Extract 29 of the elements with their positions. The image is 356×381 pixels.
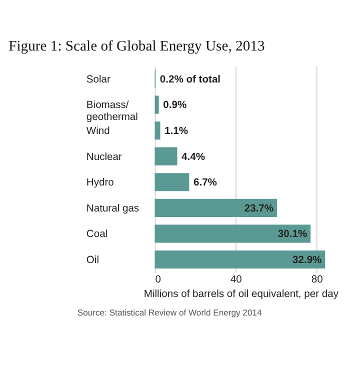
bar (154, 250, 326, 269)
source-note: Source: Statistical Review of World Energy 2014 (77, 307, 262, 318)
annotation: 0.2% of total (160, 74, 221, 86)
bar (154, 173, 190, 192)
bar (154, 147, 178, 166)
annotation: 1.1% (164, 126, 188, 137)
chart-title: Figure 1: Scale of Global Energy Use, 2013 (8, 38, 265, 55)
y-tick-label: Coal (86, 229, 108, 240)
x-tick-label: 80 (311, 274, 324, 286)
bar (154, 198, 277, 217)
annotation: 30.1% (278, 229, 308, 240)
y-tick-label: Natural gas (86, 203, 140, 214)
y-tick-label: Wind (86, 126, 110, 137)
y-tick-label: Biomass/ geothermal (86, 100, 138, 124)
x-axis-title: Millions of barrels of oil equivalent, per day (144, 288, 340, 300)
bar (154, 96, 159, 114)
y-tick-label: Hydro (86, 178, 114, 189)
bar (154, 224, 311, 243)
x-tick-label: 0 (155, 274, 162, 286)
annotation: 23.7% (244, 203, 274, 214)
x-tick-label: 40 (230, 274, 242, 286)
annotation: 0.9% (163, 100, 187, 112)
y-tick-label: Solar (86, 74, 112, 86)
annotation: 4.4% (182, 152, 206, 163)
y-tick-label: Oil (86, 254, 100, 266)
annotation: 32.9% (292, 254, 322, 266)
annotation: 6.7% (193, 178, 217, 189)
bar (154, 122, 160, 140)
y-tick-label: Nuclear (86, 152, 122, 163)
